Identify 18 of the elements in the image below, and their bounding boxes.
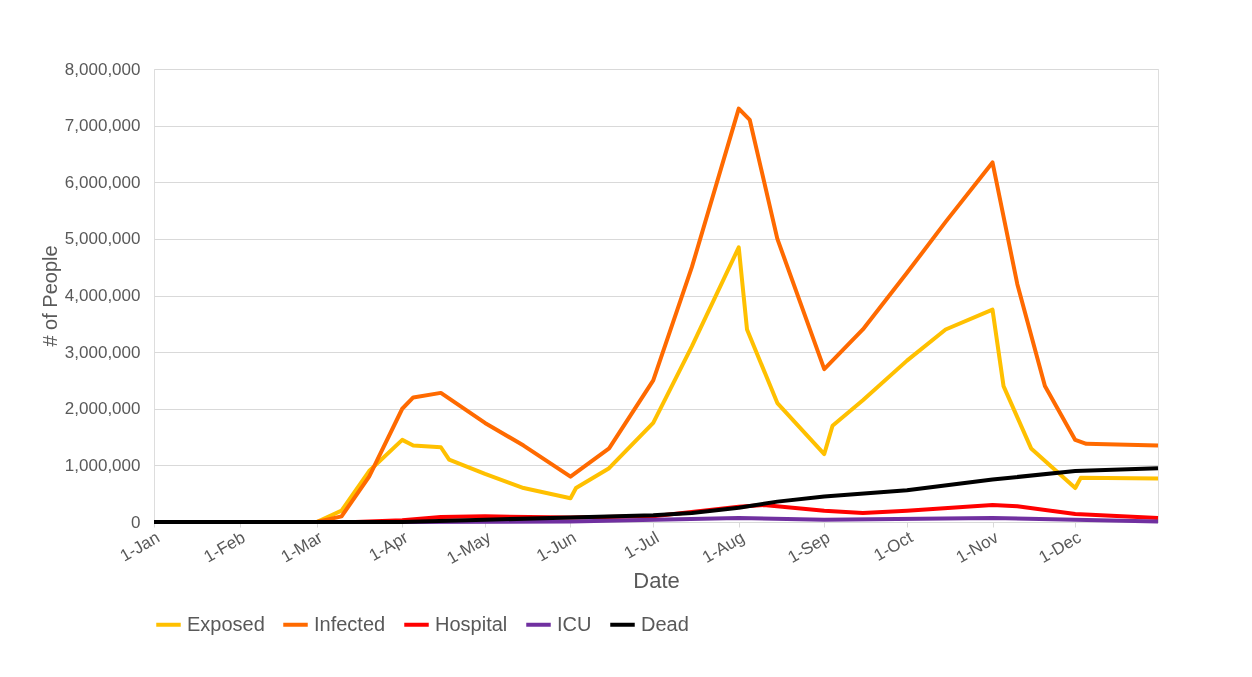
y-tick-label: 6,000,000 bbox=[64, 172, 141, 192]
y-tick-label: 8,000,000 bbox=[64, 59, 141, 79]
legend-label: ICU bbox=[557, 612, 592, 635]
x-axis-title: Date bbox=[633, 567, 680, 593]
x-tick-label: 1-Jul bbox=[620, 527, 663, 563]
y-tick-label: 4,000,000 bbox=[64, 286, 141, 305]
y-tick-label: 1,000,000 bbox=[64, 455, 141, 475]
legend-label: Dead bbox=[641, 612, 689, 635]
y-tick-label: 7,000,000 bbox=[64, 116, 141, 136]
y-axis-title: # of People bbox=[38, 245, 61, 347]
x-tick-label: 1-Jun bbox=[533, 527, 580, 566]
y-tick-label: 2,000,000 bbox=[64, 399, 141, 419]
legend-label: Infected bbox=[314, 612, 386, 635]
y-tick-label: 5,000,000 bbox=[64, 229, 141, 249]
x-tick-label: 1-Apr bbox=[365, 527, 412, 566]
y-tick-label: 3,000,000 bbox=[64, 342, 141, 362]
legend-label: Exposed bbox=[187, 612, 265, 635]
legend-label: Hospital bbox=[435, 612, 508, 635]
